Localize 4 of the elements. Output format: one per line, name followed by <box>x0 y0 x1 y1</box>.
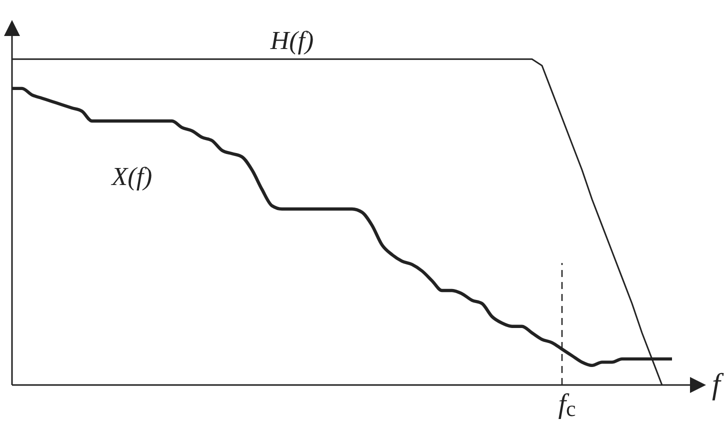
series-label: H(f) <box>269 26 314 56</box>
x-axis-title: f <box>712 368 724 401</box>
text: fc <box>558 389 576 421</box>
series-label: X(f) <box>110 162 152 192</box>
